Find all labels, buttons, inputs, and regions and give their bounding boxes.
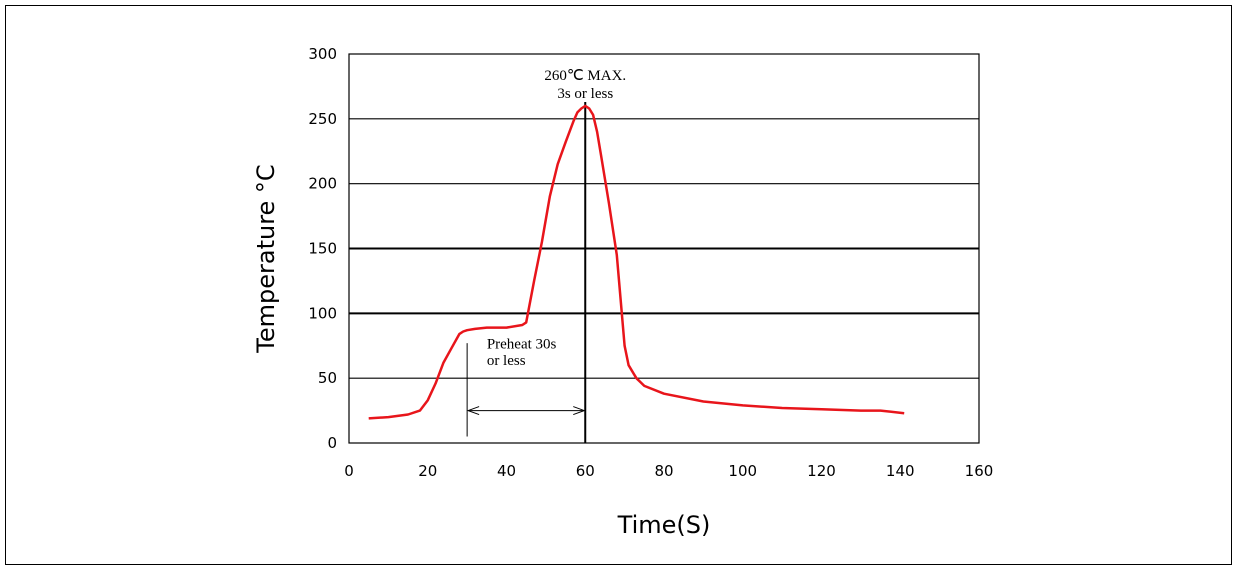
x-tick-label: 120 [807,462,836,480]
x-tick-label: 100 [728,462,757,480]
x-axis-title: Time(S) [617,511,711,539]
preheat-annotation-line1: Preheat 30s [487,336,557,352]
preheat-arrow-head-right [573,406,586,416]
grid-lines [349,118,979,379]
y-tick-labels: 0 50 100 150 200 250 300 [308,45,337,452]
plot-area-border [348,53,980,444]
y-tick-label: 50 [318,369,337,387]
chart-frame: 0 50 100 150 200 250 300 0 20 40 60 80 100 120 140 160… [5,5,1232,565]
reflow-chart: 0 50 100 150 200 250 300 0 20 40 60 80 100 120 140 160… [252,45,993,539]
x-tick-label: 0 [344,462,354,480]
x-tick-label: 140 [886,462,915,480]
peak-annotation-line1: 260℃ MAX. [544,68,626,84]
y-tick-label: 250 [308,110,337,128]
preheat-arrow-head-left [466,406,480,416]
peak-annotation-line2: 3s or less [557,86,613,102]
y-tick-label: 0 [327,434,337,452]
preheat-annotation-line2: or less [487,353,526,369]
preheat-indicator [466,343,586,437]
y-axis-title: Temperature °C [252,164,280,353]
x-tick-label: 160 [965,462,994,480]
x-tick-label: 40 [497,462,516,480]
y-tick-label: 200 [308,175,337,193]
x-tick-labels: 0 20 40 60 80 100 120 140 160 [344,462,993,480]
temperature-profile-line [368,104,905,420]
y-tick-label: 150 [308,240,337,258]
x-tick-label: 80 [654,462,673,480]
y-tick-label: 100 [308,304,337,322]
x-tick-label: 20 [418,462,437,480]
x-tick-label: 60 [576,462,595,480]
y-tick-label: 300 [308,45,337,63]
